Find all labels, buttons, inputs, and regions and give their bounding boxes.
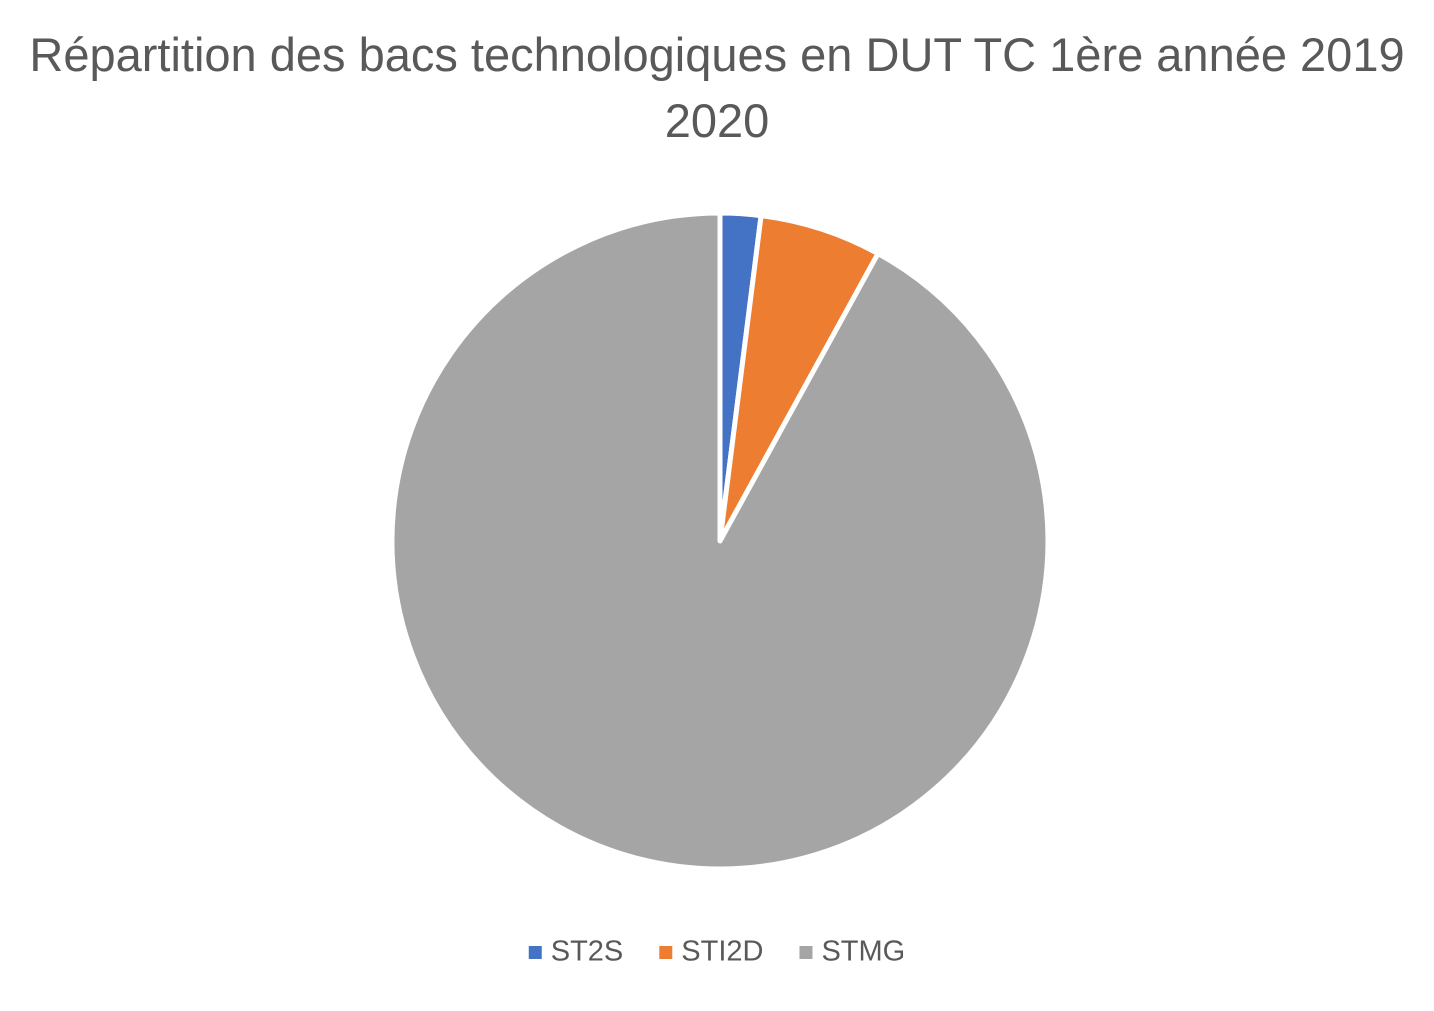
- legend-swatch: [799, 946, 813, 959]
- chart-title: Répartition des bacs technologiques en D…: [29, 28, 1405, 147]
- legend-swatch: [528, 946, 542, 959]
- legend-label: STI2D: [681, 936, 763, 968]
- legend-label: ST2S: [551, 936, 624, 968]
- pie-slice: [389, 210, 1051, 872]
- legend-label: STMG: [821, 936, 905, 968]
- legend-swatch: [659, 946, 673, 959]
